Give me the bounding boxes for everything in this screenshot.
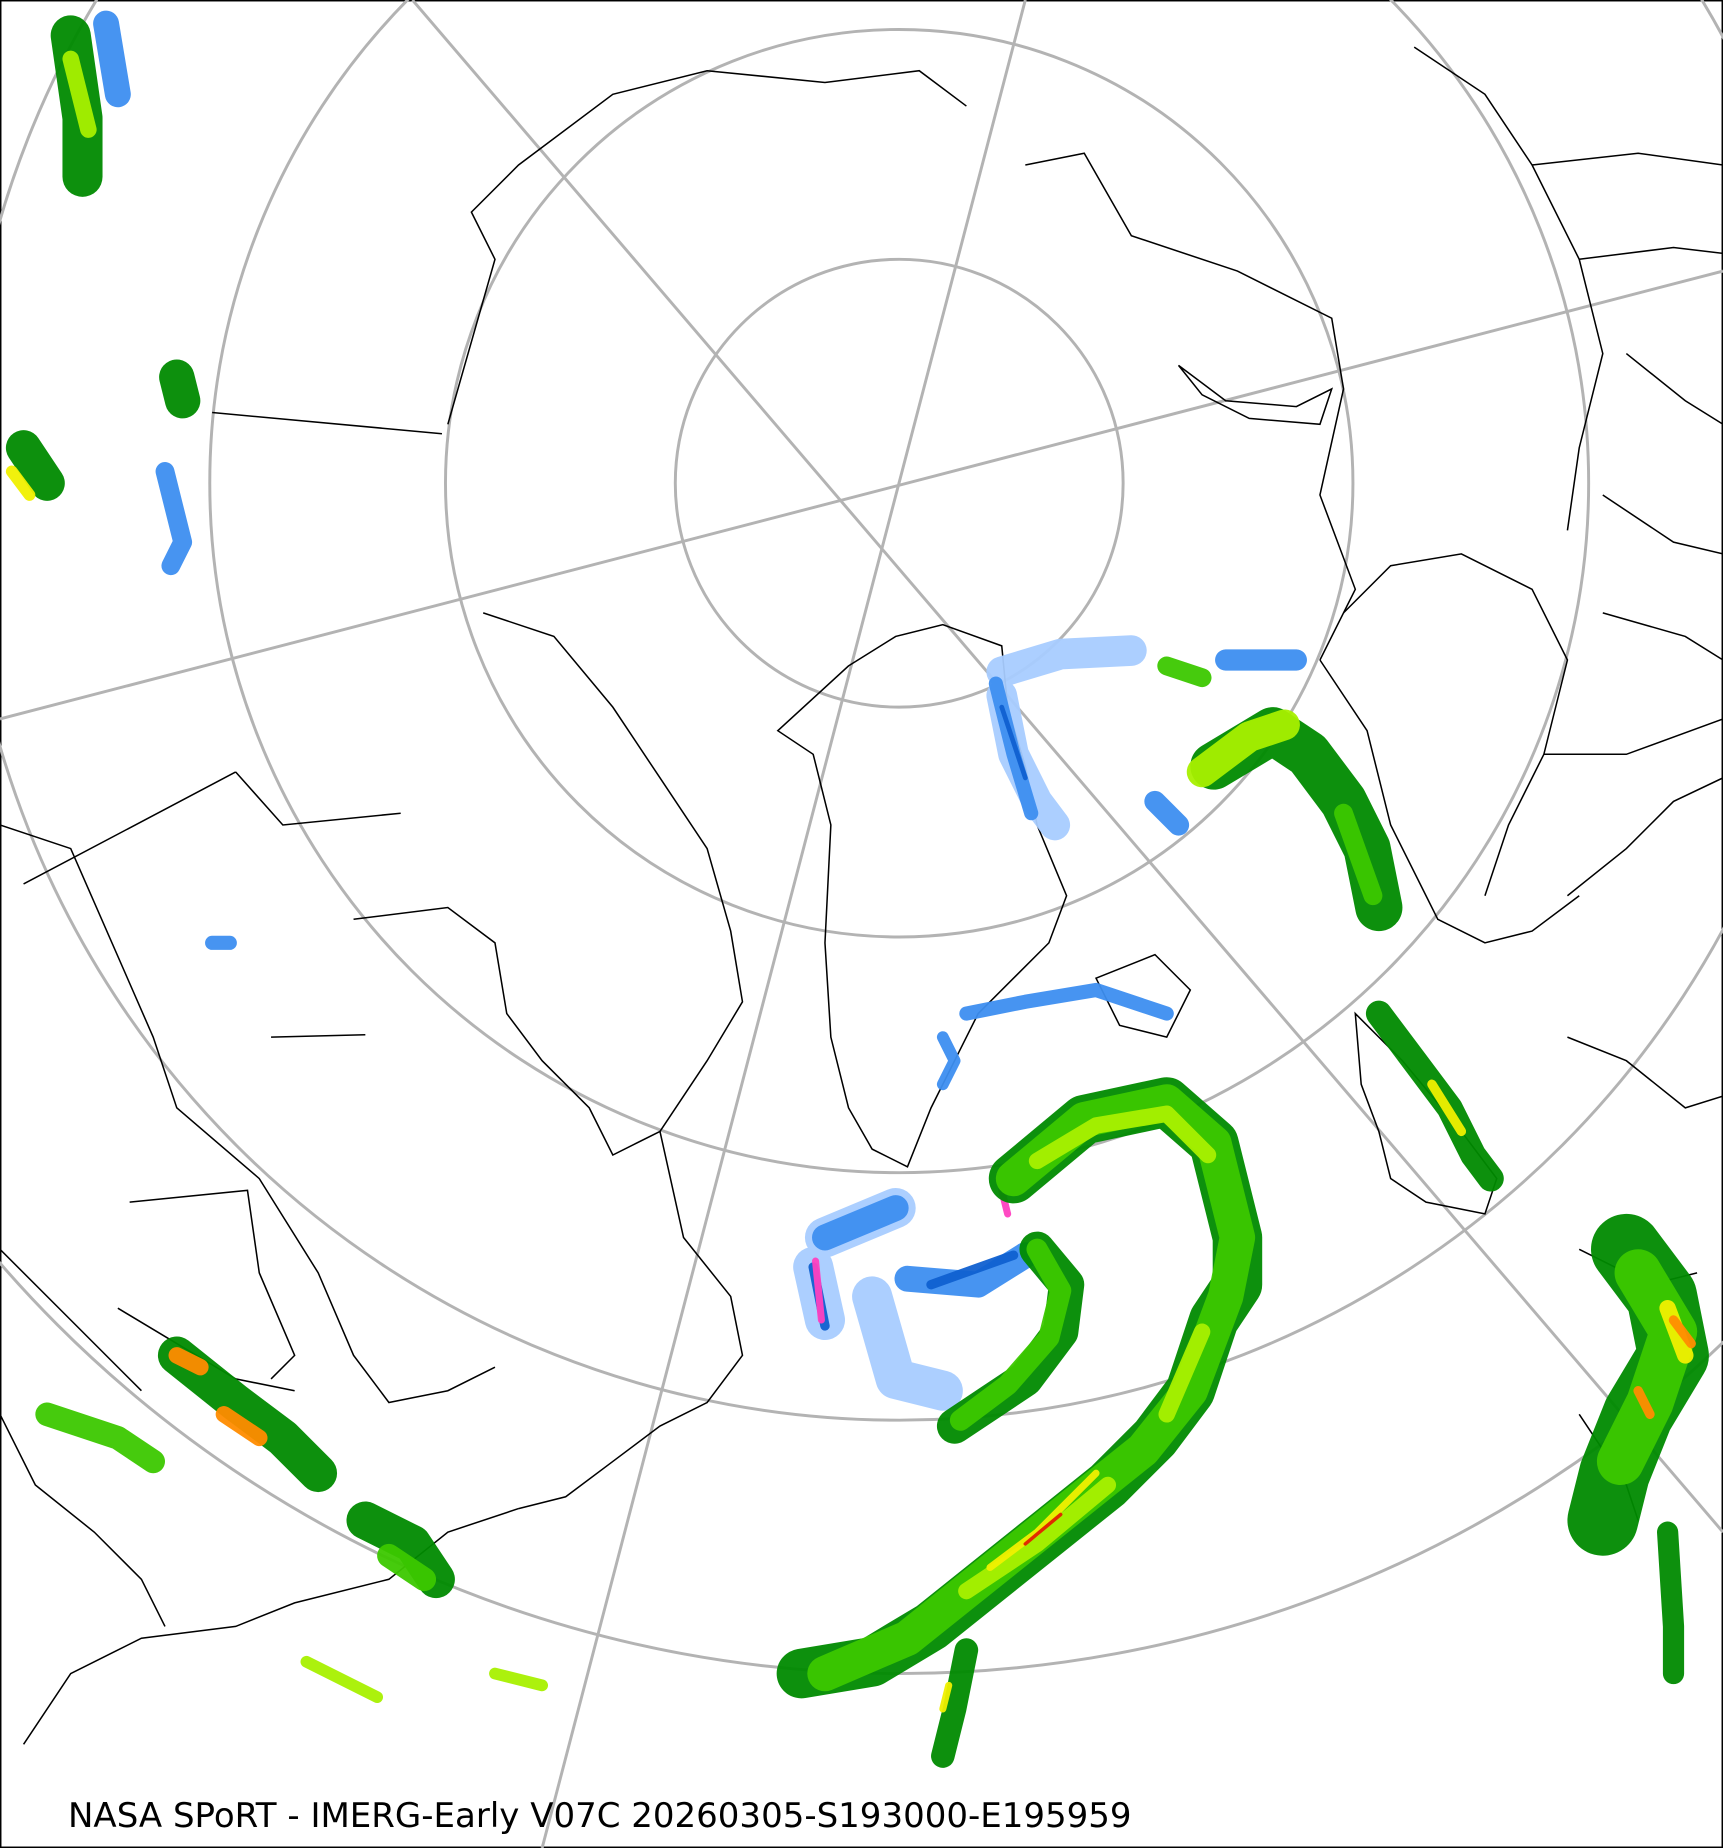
coastline xyxy=(212,411,744,1132)
coastlines xyxy=(0,46,1723,1745)
coastline xyxy=(1319,659,1580,944)
precip-band-orange xyxy=(1633,1315,1696,1419)
precip-band-light-green xyxy=(958,1105,1217,1600)
precip-band-yellow xyxy=(939,1681,953,1713)
meridian-line xyxy=(411,0,1723,1534)
precip-band-yellow xyxy=(5,465,36,501)
coastline xyxy=(0,1248,166,1627)
precip-band-dark-green xyxy=(5,359,201,501)
latitude-circle xyxy=(444,27,1355,939)
latitude-circle xyxy=(673,257,1125,709)
coastline xyxy=(1602,352,1723,661)
precip-band-green xyxy=(35,1402,437,1592)
precip-band-blue xyxy=(936,1031,961,1091)
meridian-line xyxy=(0,269,1723,721)
precip-band-red xyxy=(1023,1512,1063,1546)
coastline xyxy=(1025,152,1357,661)
coastline xyxy=(22,1507,519,1745)
precip-band-green xyxy=(1596,1249,1698,1486)
coastline xyxy=(1177,364,1334,426)
latitude-circle xyxy=(208,0,1590,1174)
coastline xyxy=(1531,152,1723,261)
coastline xyxy=(1094,953,1192,1039)
precip-band-light-green xyxy=(1186,709,1300,788)
coastline xyxy=(518,1131,744,1510)
coastline xyxy=(0,824,496,1404)
precip-band-blue xyxy=(93,10,131,108)
latitude-circle xyxy=(0,0,1723,1422)
precip-band-blue xyxy=(155,462,193,576)
precip-band-yellow xyxy=(1427,1079,1467,1137)
map-caption: NASA SPoRT - IMERG-Early V07C 20260305-S… xyxy=(68,1796,1132,1836)
coastline xyxy=(1342,553,1569,896)
precip-band-dark-blue xyxy=(999,704,1028,781)
coastline xyxy=(1543,718,1723,897)
coastline xyxy=(353,906,661,1157)
precip-band-dark-green xyxy=(157,1336,455,1599)
coastline xyxy=(23,771,401,1038)
precip-band-light-green xyxy=(62,50,97,138)
meridian-line xyxy=(540,0,1027,1848)
precip-band-light-green xyxy=(300,1655,549,1704)
precip-band-yellow xyxy=(1659,1299,1694,1364)
precip-band-green xyxy=(949,1238,1072,1431)
precip-band-dark-green xyxy=(931,1638,979,1768)
precip-band-orange xyxy=(168,1347,268,1447)
precip-band-blue xyxy=(1144,649,1307,836)
precipitation-overlay xyxy=(5,10,1709,1768)
coastline xyxy=(447,69,967,425)
precip-band-green xyxy=(1157,656,1383,906)
precip-band-dark-green xyxy=(1657,1521,1685,1685)
